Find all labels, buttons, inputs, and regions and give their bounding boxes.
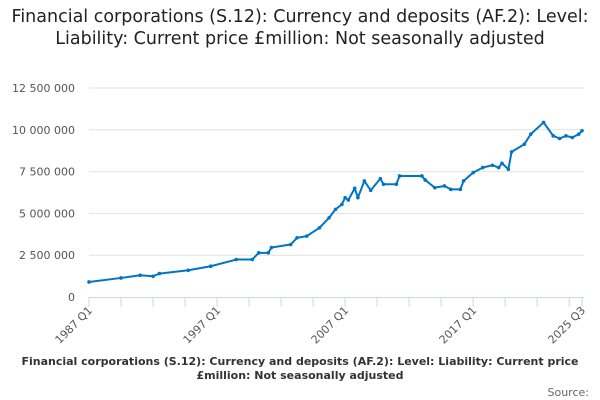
data-point: [256, 251, 261, 255]
data-point: [186, 268, 191, 273]
y-tick-label: 10 000 000: [12, 124, 75, 137]
data-point: [378, 176, 383, 181]
data-point: [250, 257, 255, 262]
data-point: [288, 242, 293, 247]
data-point: [506, 167, 511, 172]
data-point: [448, 187, 453, 192]
data-point: [208, 264, 213, 269]
data-point: [471, 170, 475, 175]
data-point: [580, 129, 584, 133]
data-point: [340, 202, 344, 207]
x-tick-label: 1997 Q1: [181, 304, 224, 347]
data-point: [496, 165, 501, 170]
x-tick-label: 2025 Q3: [546, 304, 589, 347]
x-tick-label: 2007 Q1: [309, 304, 352, 347]
data-point: [458, 187, 463, 192]
data-point: [500, 161, 504, 166]
data-point: [269, 245, 274, 250]
data-point: [295, 236, 299, 240]
data-point: [528, 132, 533, 136]
chart-caption: Financial corporations (S.12): Currency …: [21, 355, 579, 382]
data-point: [119, 276, 123, 280]
data-point: [87, 280, 91, 284]
x-tick-label: 1987 Q1: [53, 304, 96, 347]
data-point: [304, 234, 309, 238]
data-point: [423, 178, 427, 182]
chart-title: Financial corporations (S.12): Currency …: [11, 7, 589, 49]
data-point: [557, 136, 562, 141]
data-point: [570, 135, 575, 140]
y-tick-label: 0: [68, 291, 75, 304]
data-point: [576, 132, 581, 136]
y-tick-label: 2 500 000: [19, 249, 75, 262]
data-point: [368, 188, 373, 193]
series-line: [88, 121, 583, 283]
data-point: [394, 182, 399, 187]
data-point: [480, 165, 485, 170]
line-chart: 0 2 500 000 5 000 000 7 500 000 10 000 000 12…: [12, 82, 589, 347]
data-point: [397, 174, 402, 178]
data-point: [551, 134, 555, 138]
data-point: [490, 163, 495, 168]
data-point: [356, 195, 360, 200]
data-point: [327, 215, 331, 220]
data-point: [420, 174, 424, 178]
data-point: [157, 271, 162, 276]
data-point: [352, 186, 357, 191]
data-point: [509, 150, 514, 154]
data-point: [432, 185, 437, 190]
data-point: [442, 184, 447, 188]
data-point: [564, 134, 568, 138]
source-label: Source:: [547, 386, 590, 399]
y-tick-label: 12 500 000: [12, 82, 75, 95]
y-tick-label: 5 000 000: [19, 207, 75, 220]
data-point: [151, 274, 155, 279]
data-point: [138, 273, 143, 278]
data-point: [381, 182, 386, 187]
data-point: [234, 257, 239, 262]
data-point: [522, 142, 527, 146]
data-point: [266, 251, 271, 255]
data-point: [333, 207, 338, 212]
data-point: [541, 120, 546, 125]
y-tick-label: 7 500 000: [19, 166, 75, 179]
x-tick-label: 2017 Q1: [437, 304, 480, 347]
data-point: [343, 195, 347, 200]
data-point: [346, 198, 351, 202]
data-point: [317, 225, 322, 230]
data-point: [362, 179, 367, 183]
data-point: [461, 179, 466, 183]
